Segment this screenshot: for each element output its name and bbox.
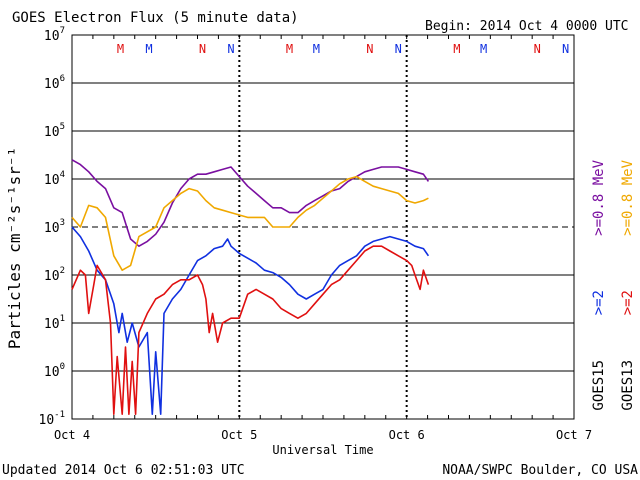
time-marker: M [480,42,487,56]
series-line [71,175,429,272]
time-marker: N [395,42,402,56]
legend-label: GOES13 [620,360,636,411]
legend-label: >=0.8 MeV [620,159,636,235]
series-line [71,226,430,416]
time-marker: N [366,42,373,56]
time-marker: N [534,42,541,56]
x-tick-label: Oct 5 [221,428,257,442]
y-axis-label: Particles cm⁻²s⁻¹sr⁻¹ [5,147,24,349]
legend-label: GOES15 [591,360,607,411]
time-marker: M [453,42,460,56]
chart-title: GOES Electron Flux (5 minute data) [12,10,299,26]
y-tick-label: 105 [44,122,65,140]
time-marker: M [313,42,320,56]
series-line [71,245,430,416]
y-tick-label: 107 [44,26,65,44]
y-tick-label: 103 [44,218,65,236]
time-marker: M [286,42,293,56]
y-tick-label: 101 [44,314,65,332]
time-marker: M [145,42,152,56]
y-tick-label: 100 [44,362,65,380]
updated-label: Updated 2014 Oct 6 02:51:03 UTC [2,463,245,478]
time-marker: N [562,42,569,56]
series-line [71,159,430,247]
x-axis-label: Universal Time [272,443,373,457]
legend-label: >=2 [591,290,607,315]
credit-label: NOAA/SWPC Boulder, CO USA [442,463,638,478]
x-tick-label: Oct 4 [54,428,90,442]
legend-label: >=0.8 MeV [591,159,607,235]
y-tick-label: 10-1 [39,410,66,428]
time-marker: N [199,42,206,56]
y-tick-label: 106 [44,74,65,92]
legend-label: >=2 [620,290,636,315]
time-marker: M [117,42,124,56]
y-tick-label: 104 [44,170,65,188]
x-tick-label: Oct 6 [389,428,425,442]
time-marker: N [227,42,234,56]
y-tick-label: 102 [44,266,65,284]
begin-label: Begin: 2014 Oct 4 0000 UTC [425,19,629,34]
x-tick-label: Oct 7 [556,428,592,442]
